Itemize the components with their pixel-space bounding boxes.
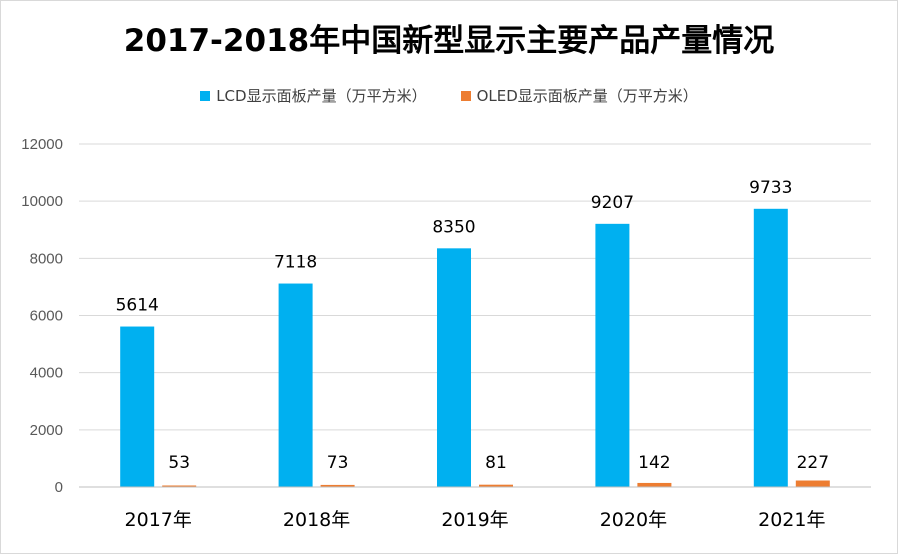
data-label-lcd: 9207 — [591, 193, 634, 213]
bar-oled — [637, 482, 672, 487]
legend-swatch-oled — [460, 90, 471, 101]
x-category-label: 2017年 — [125, 509, 192, 531]
data-label-oled: 53 — [168, 453, 190, 473]
x-category-label: 2018年 — [283, 509, 350, 531]
y-tick-label: 6000 — [30, 308, 63, 325]
bar-lcd — [120, 326, 155, 487]
data-label-lcd: 8350 — [432, 217, 475, 237]
legend-label-oled: OLED显示面板产量（万平方米） — [476, 87, 698, 105]
legend: LCD显示面板产量（万平方米） OLED显示面板产量（万平方米） — [1, 85, 897, 106]
legend-item-lcd: LCD显示面板产量（万平方米） — [200, 85, 427, 106]
bar-oled — [162, 485, 197, 487]
y-tick-label: 12000 — [21, 136, 63, 153]
y-tick-label: 2000 — [30, 422, 63, 439]
y-tick-label: 0 — [55, 479, 63, 496]
data-label-oled: 73 — [327, 453, 349, 473]
x-category-label: 2019年 — [441, 509, 508, 531]
legend-label-lcd: LCD显示面板产量（万平方米） — [216, 87, 427, 105]
data-label-oled: 227 — [797, 453, 829, 473]
legend-swatch-lcd — [200, 90, 211, 101]
bar-lcd — [753, 208, 788, 488]
legend-item-oled: OLED显示面板产量（万平方米） — [460, 85, 698, 106]
data-label-lcd: 7118 — [274, 253, 317, 273]
data-label-lcd: 5614 — [116, 296, 159, 316]
bar-lcd — [437, 248, 471, 487]
bar-lcd — [278, 283, 313, 487]
chart-title: 2017-2018年中国新型显示主要产品产量情况 — [123, 23, 775, 59]
bar-oled — [320, 484, 355, 487]
x-category-label: 2021年 — [758, 509, 825, 531]
y-tick-label: 4000 — [30, 365, 63, 382]
bar-oled — [795, 480, 830, 487]
data-label-lcd: 9733 — [749, 178, 792, 198]
y-tick-label: 10000 — [21, 193, 63, 210]
bar-oled — [479, 484, 513, 487]
bar-lcd — [595, 223, 630, 487]
data-label-oled: 142 — [638, 453, 670, 473]
y-tick-label: 8000 — [30, 250, 63, 267]
data-label-oled: 81 — [485, 453, 507, 473]
x-category-label: 2020年 — [600, 509, 667, 531]
